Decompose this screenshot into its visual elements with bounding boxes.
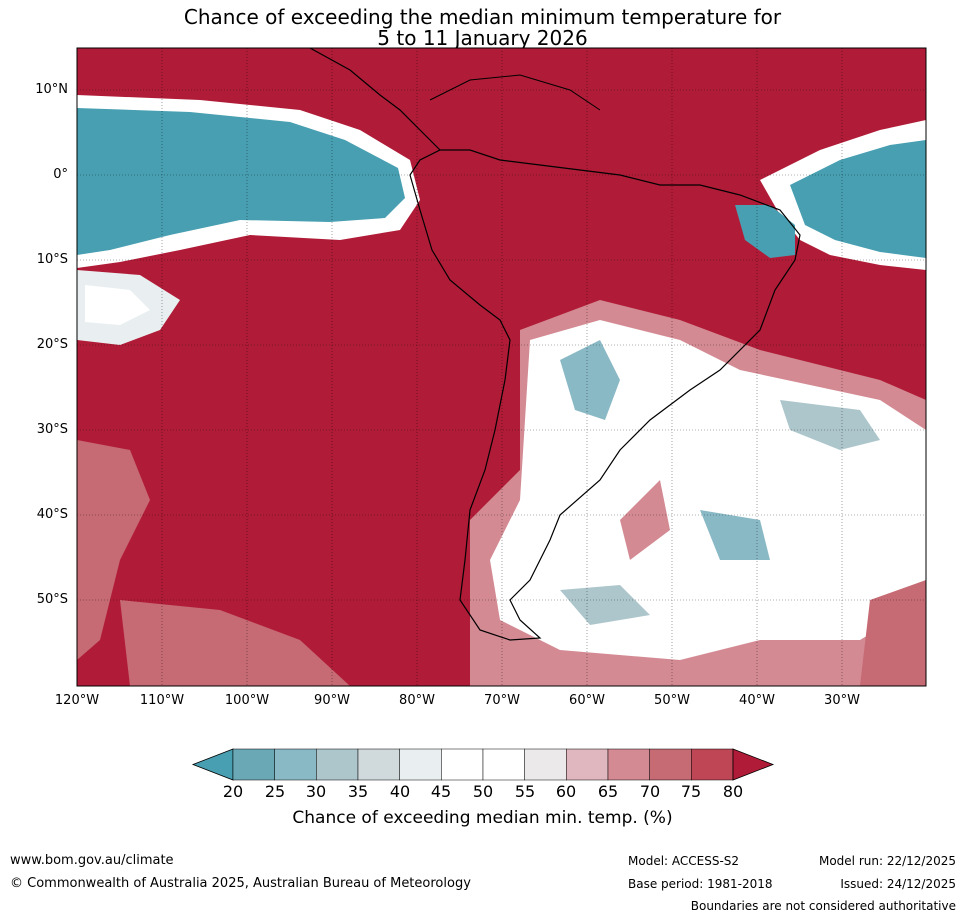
issued-date: Issued: 24/12/2025 (840, 877, 956, 891)
map-title-line2: 5 to 11 January 2026 (377, 26, 588, 50)
colorbar-segment (232, 748, 275, 781)
colorbar-tick: 45 (430, 782, 452, 801)
model-name: Model: ACCESS-S2 (628, 854, 740, 868)
base-period: Base period: 1981-2018 (628, 877, 773, 891)
colorbar-segment (524, 748, 567, 781)
lat-label: 40°S (36, 507, 68, 522)
lat-label: 30°S (36, 422, 68, 437)
colorbar-tick: 25 (264, 782, 286, 801)
colorbar-segment (607, 748, 650, 781)
lon-label: 110°W (139, 693, 185, 708)
lon-label: 100°W (224, 693, 270, 708)
website-link[interactable]: www.bom.gov.au/climate (10, 853, 174, 868)
colorbar-label: Chance of exceeding median min. temp. (%… (292, 808, 673, 828)
colorbar-tick: 20 (222, 782, 244, 801)
map-title-line1: Chance of exceeding the median minimum t… (183, 5, 782, 29)
lon-label: 40°W (739, 693, 775, 708)
colorbar-tick: 80 (722, 782, 744, 801)
lat-label: 50°S (36, 592, 68, 607)
colorbar-tick: 55 (514, 782, 536, 801)
copyright-text: © Commonwealth of Australia 2025, Austra… (10, 876, 471, 891)
colorbar-segment (357, 748, 400, 781)
colorbar-tick: 70 (639, 782, 661, 801)
model-run-date: Model run: 22/12/2025 (818, 854, 956, 868)
lon-label: 60°W (569, 693, 605, 708)
colorbar-segment (566, 748, 609, 781)
colorbar-tick: 40 (389, 782, 411, 801)
pacific-teal-region (77, 108, 405, 255)
lon-label: 30°W (824, 693, 860, 708)
colorbar-tick: 30 (305, 782, 327, 801)
lat-label: 20°S (36, 337, 68, 352)
lon-label: 50°W (654, 693, 690, 708)
lon-label: 70°W (484, 693, 520, 708)
colorbar-segment (441, 748, 484, 781)
central-america-coastline (309, 48, 441, 151)
colorbar-tick: 60 (555, 782, 577, 801)
lon-label: 80°W (399, 693, 435, 708)
lon-label: 120°W (54, 693, 100, 708)
colorbar-segment (691, 748, 734, 781)
colorbar-tick: 75 (680, 782, 702, 801)
colorbar-segment (316, 748, 359, 781)
south-america-coastline (409, 149, 801, 641)
atlantic-teal-region (790, 140, 926, 258)
lon-label: 90°W (314, 693, 350, 708)
colorbar-tick: 65 (597, 782, 619, 801)
colorbar-tick: 50 (472, 782, 494, 801)
colorbar-arrow-low (191, 748, 234, 781)
colorbar-segment (399, 748, 442, 781)
colorbar-arrow-high (732, 748, 775, 781)
lat-label: 10°N (35, 82, 68, 97)
boundary-disclaimer: Boundaries are not considered authoritat… (690, 899, 956, 913)
lat-label: 0° (53, 167, 68, 182)
colorbar-segment (649, 748, 692, 781)
colorbar-segment (274, 748, 317, 781)
colorbar-segment (482, 748, 525, 781)
colorbar-tick: 35 (347, 782, 369, 801)
lat-label: 10°S (36, 252, 68, 267)
